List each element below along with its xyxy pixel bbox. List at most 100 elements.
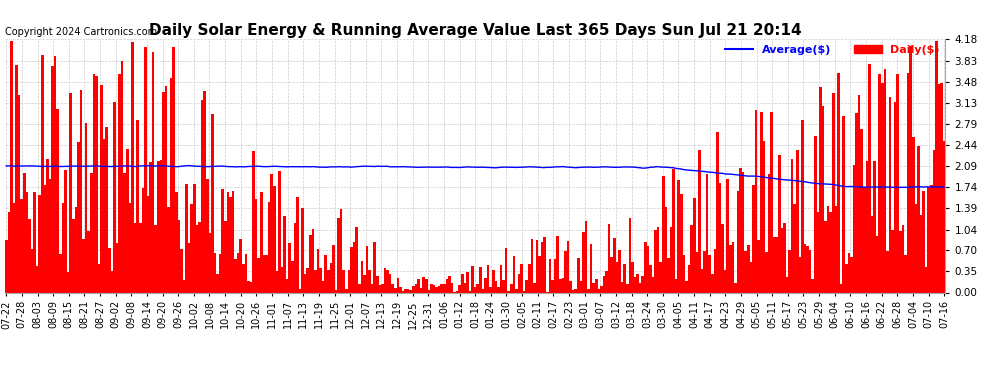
Bar xyxy=(352,242,355,292)
Bar xyxy=(386,270,389,292)
Bar xyxy=(838,72,840,292)
Bar xyxy=(270,174,273,292)
Bar xyxy=(85,123,87,292)
Bar xyxy=(172,46,175,292)
Bar xyxy=(317,249,320,292)
Bar xyxy=(598,289,600,292)
Bar xyxy=(224,221,227,292)
Bar xyxy=(783,223,786,292)
Bar xyxy=(299,289,301,292)
Bar xyxy=(925,267,928,292)
Bar xyxy=(508,291,510,292)
Bar xyxy=(553,260,556,292)
Bar xyxy=(248,282,249,292)
Bar xyxy=(675,279,677,292)
Bar xyxy=(513,256,515,292)
Bar xyxy=(304,274,307,292)
Bar xyxy=(410,290,412,292)
Bar xyxy=(343,270,346,292)
Bar xyxy=(376,276,378,292)
Bar xyxy=(280,267,283,292)
Bar xyxy=(608,224,611,292)
Bar xyxy=(278,171,280,292)
Bar xyxy=(835,206,838,292)
Bar xyxy=(167,207,170,292)
Bar xyxy=(74,207,77,292)
Bar xyxy=(363,275,365,292)
Bar xyxy=(500,264,502,292)
Bar xyxy=(933,150,936,292)
Bar xyxy=(126,149,129,292)
Bar xyxy=(548,260,551,292)
Bar xyxy=(466,272,468,292)
Bar xyxy=(873,161,876,292)
Bar xyxy=(536,240,539,292)
Bar xyxy=(505,248,508,292)
Bar xyxy=(732,242,735,292)
Bar xyxy=(642,276,644,292)
Bar xyxy=(108,248,111,292)
Bar xyxy=(664,207,667,292)
Bar xyxy=(646,246,649,292)
Bar xyxy=(183,280,185,292)
Bar xyxy=(95,76,98,292)
Bar xyxy=(346,289,347,292)
Bar xyxy=(693,198,696,292)
Bar xyxy=(582,231,585,292)
Bar xyxy=(137,120,139,292)
Bar xyxy=(899,231,902,292)
Bar xyxy=(430,284,433,292)
Bar xyxy=(157,160,159,292)
Bar xyxy=(852,165,855,292)
Bar xyxy=(928,188,930,292)
Bar xyxy=(49,179,51,292)
Bar xyxy=(458,285,461,292)
Bar xyxy=(534,283,536,292)
Bar xyxy=(701,269,703,292)
Bar xyxy=(860,129,863,292)
Bar xyxy=(333,245,335,292)
Bar xyxy=(394,288,397,292)
Bar xyxy=(626,284,629,292)
Bar xyxy=(44,185,47,292)
Bar xyxy=(592,283,595,292)
Bar xyxy=(53,56,56,292)
Bar xyxy=(132,42,134,292)
Bar xyxy=(616,262,618,292)
Bar xyxy=(492,270,495,292)
Bar xyxy=(412,286,415,292)
Bar xyxy=(335,290,338,292)
Bar xyxy=(521,264,523,292)
Bar xyxy=(468,291,471,292)
Bar xyxy=(752,186,754,292)
Bar xyxy=(87,231,90,292)
Bar xyxy=(806,246,809,292)
Bar xyxy=(10,40,13,292)
Bar xyxy=(858,95,860,292)
Bar xyxy=(296,197,299,292)
Bar xyxy=(365,246,368,292)
Bar xyxy=(51,66,53,292)
Bar xyxy=(79,90,82,292)
Bar xyxy=(13,203,15,292)
Bar xyxy=(391,284,394,292)
Bar xyxy=(809,250,812,292)
Bar xyxy=(690,225,693,292)
Bar xyxy=(865,161,868,292)
Bar xyxy=(151,52,154,292)
Bar xyxy=(28,219,31,292)
Bar xyxy=(590,244,592,292)
Bar xyxy=(502,280,505,292)
Bar xyxy=(735,282,737,292)
Bar xyxy=(793,204,796,292)
Bar xyxy=(368,270,371,292)
Bar xyxy=(942,141,945,292)
Bar xyxy=(497,286,500,292)
Legend: Average($), Daily($): Average($), Daily($) xyxy=(726,45,940,55)
Bar xyxy=(235,259,237,292)
Bar xyxy=(180,249,183,292)
Bar xyxy=(773,237,775,292)
Bar xyxy=(211,114,214,292)
Bar xyxy=(611,257,613,292)
Bar xyxy=(709,255,711,292)
